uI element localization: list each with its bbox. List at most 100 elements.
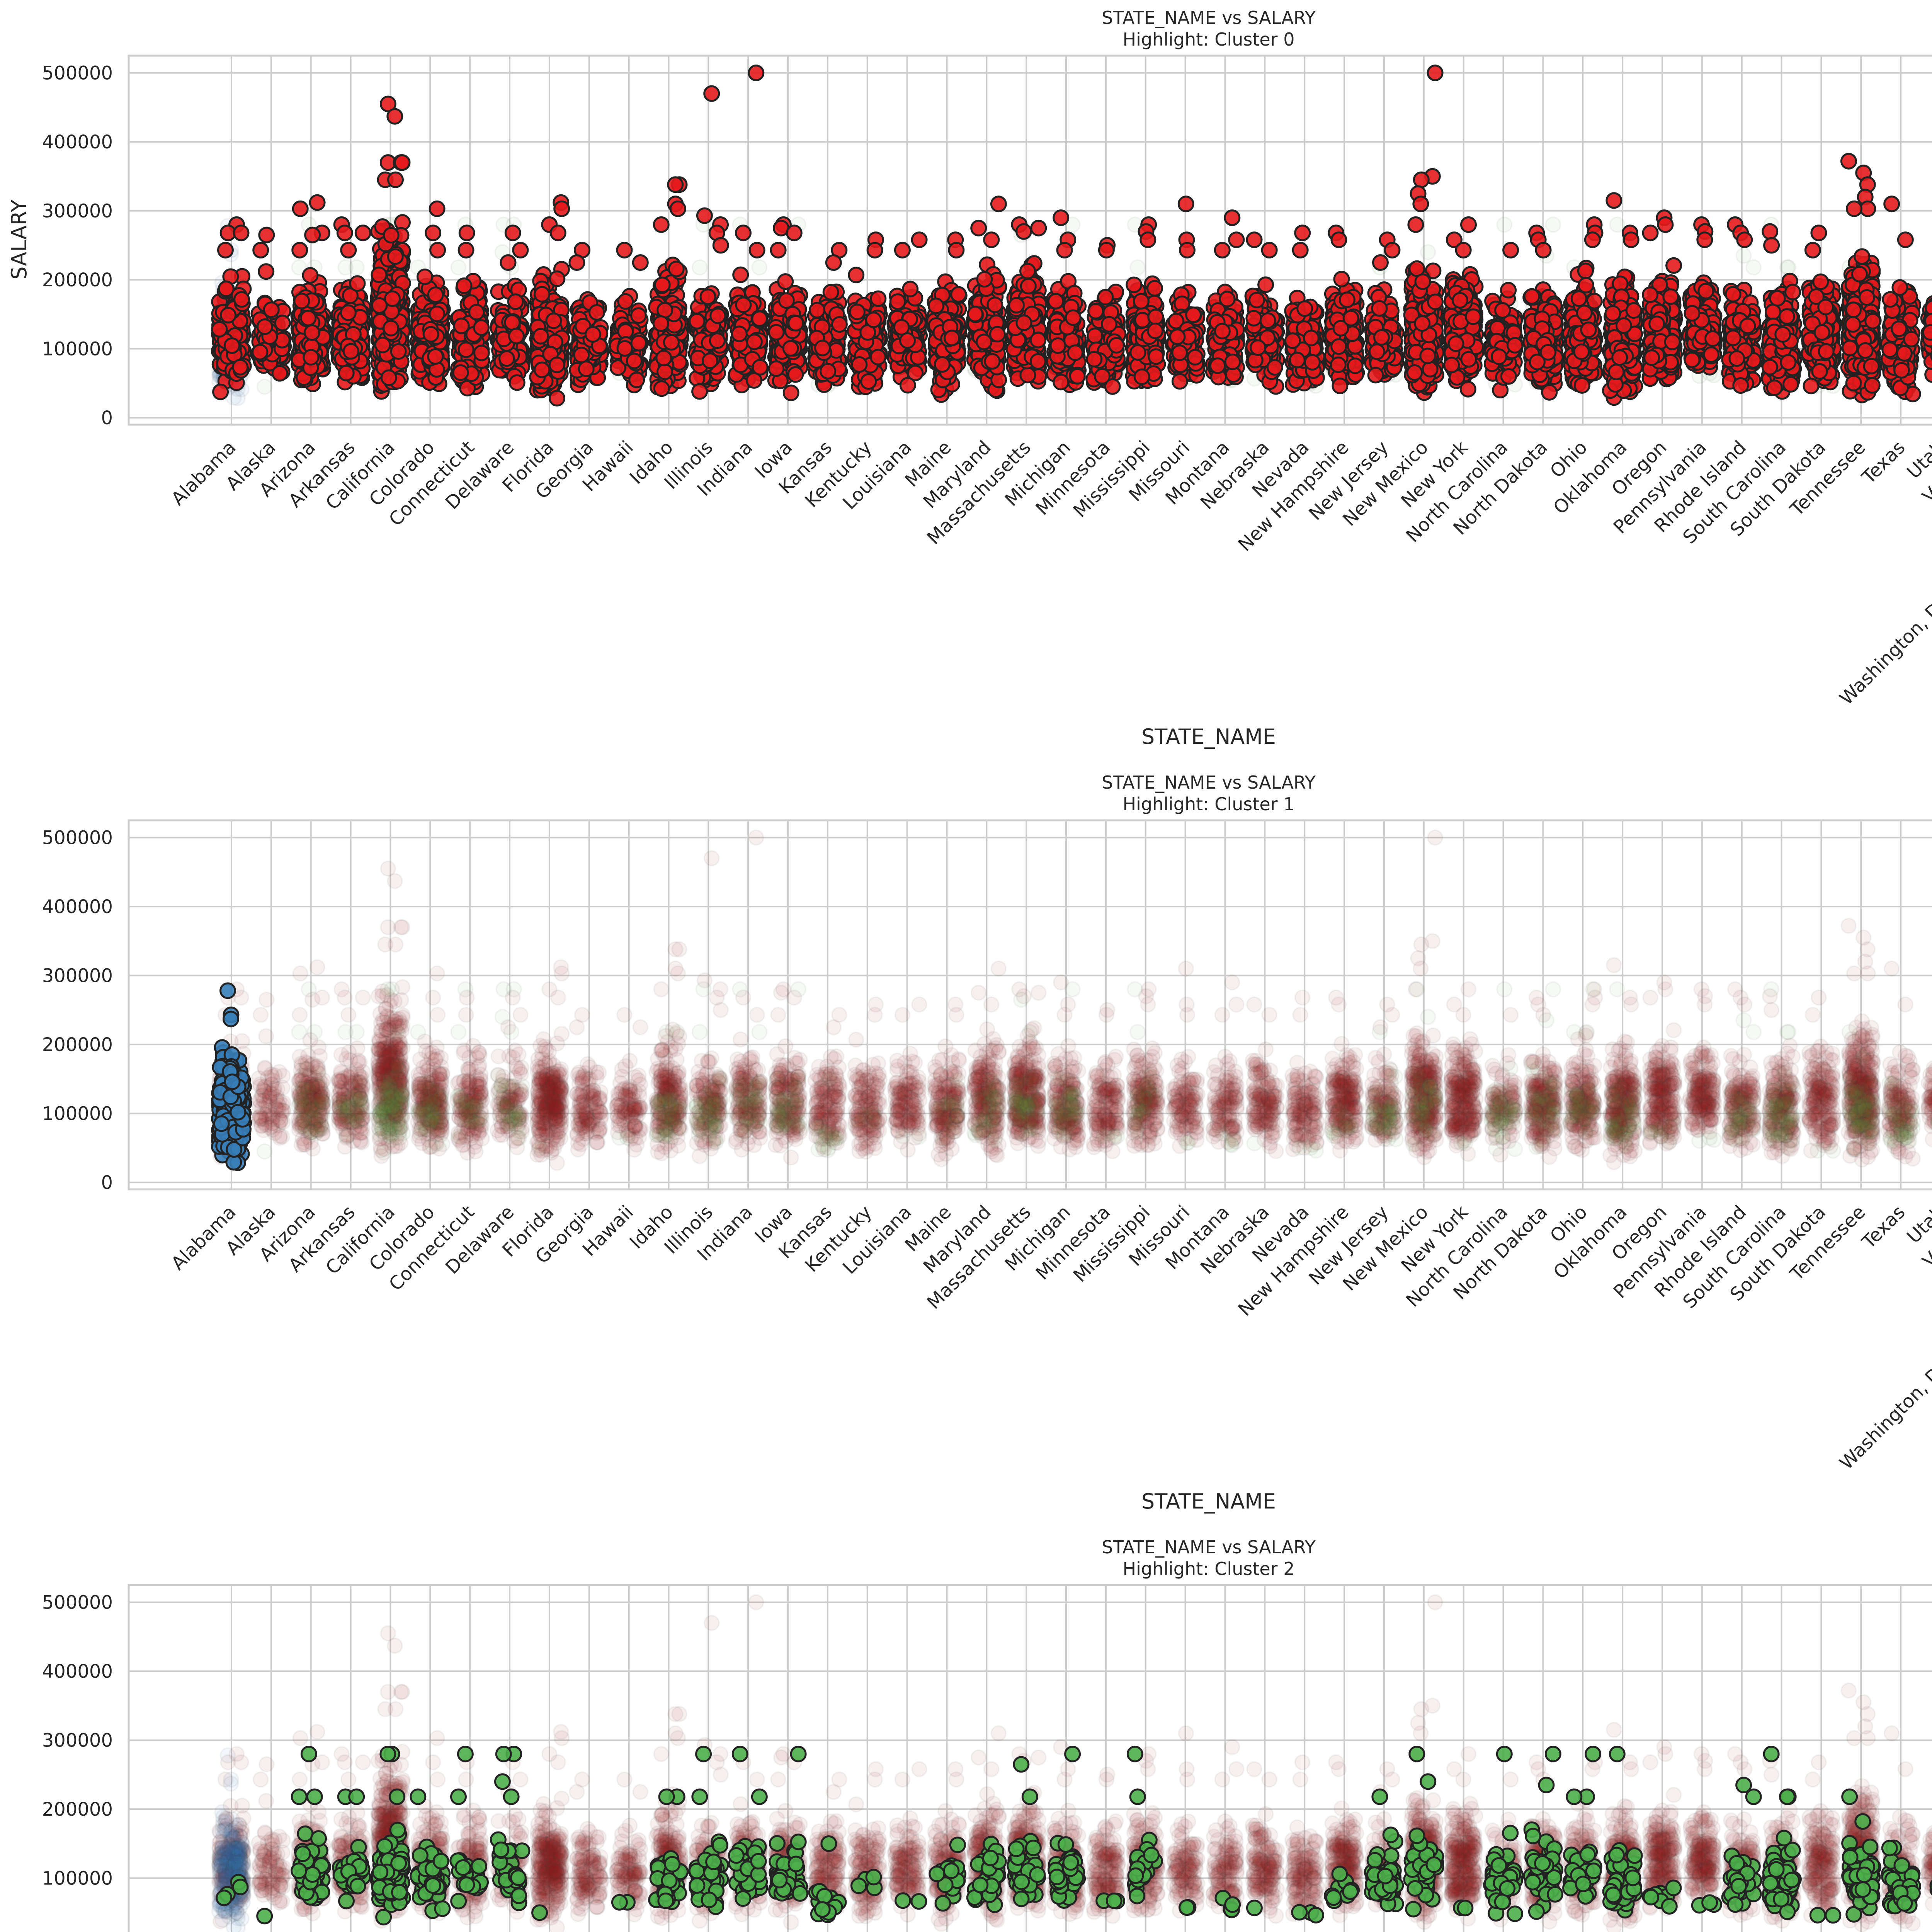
data-point-highlight [457, 278, 471, 293]
panel-cluster-0: STATE_NAME vs SALARY Highlight: Cluster … [7, 7, 1932, 749]
data-point-highlight [585, 327, 600, 342]
data-point-highlight [294, 294, 309, 308]
data-point-highlight [253, 345, 267, 359]
data-point-highlight [732, 327, 747, 341]
data-point-highlight [428, 287, 443, 302]
data-point-highlight [381, 371, 396, 385]
data-point-highlight [372, 267, 386, 282]
data-point-highlight [221, 308, 236, 323]
data-point-highlight [233, 360, 248, 374]
data-point-highlight [337, 226, 352, 240]
data-point-highlight [589, 305, 604, 320]
data-point-background [692, 260, 707, 275]
data-point-highlight [293, 243, 307, 257]
data-point-highlight [355, 226, 370, 240]
data-point-highlight [426, 226, 440, 240]
data-point-highlight [861, 374, 876, 389]
data-point-highlight [815, 341, 830, 355]
data-point-highlight [272, 366, 287, 381]
data-point-highlight [303, 268, 318, 283]
data-point-highlight [736, 298, 751, 312]
data-point-highlight [550, 271, 565, 286]
data-point-highlight [668, 177, 683, 192]
data-point-highlight [810, 303, 825, 318]
data-point-highlight [658, 364, 672, 379]
data-point-highlight [749, 66, 764, 80]
data-point-highlight [535, 287, 549, 302]
data-point-highlight [890, 294, 905, 309]
panel-title: STATE_NAME vs SALARY [1102, 7, 1316, 28]
data-point-highlight [895, 243, 910, 257]
data-point-highlight [769, 325, 784, 340]
data-point-highlight [929, 299, 943, 313]
data-point-background [752, 260, 767, 275]
data-point-highlight [253, 243, 268, 257]
data-point-highlight [509, 329, 524, 344]
data-point-highlight [546, 313, 561, 328]
data-point-highlight [469, 305, 484, 320]
data-point-highlight [903, 282, 918, 296]
data-point-highlight [305, 325, 320, 340]
data-point-background [1746, 260, 1761, 275]
data-point-highlight [417, 269, 432, 284]
data-point-highlight [259, 228, 274, 242]
data-point-highlight [821, 364, 835, 379]
data-point-highlight [341, 305, 355, 320]
data-point-highlight [570, 255, 584, 270]
data-point-highlight [655, 277, 670, 292]
data-point-highlight [293, 201, 308, 216]
data-point-highlight [711, 308, 725, 323]
data-point-background [451, 260, 466, 275]
data-point-background [1780, 260, 1794, 275]
data-point-highlight [627, 354, 641, 368]
data-point-highlight [631, 308, 646, 323]
data-point-highlight [501, 255, 515, 270]
data-point-highlight [656, 351, 671, 366]
data-point-highlight [510, 375, 524, 390]
data-point-highlight [697, 208, 712, 223]
data-point-highlight [224, 338, 239, 353]
data-point-highlight [505, 315, 520, 330]
data-point-highlight [301, 311, 316, 325]
data-point-highlight [384, 228, 398, 243]
data-point-highlight [850, 304, 865, 319]
data-point-highlight [701, 289, 715, 304]
data-point-highlight [341, 243, 356, 257]
data-point-highlight [823, 285, 838, 299]
data-point-highlight [384, 321, 398, 335]
data-point-highlight [430, 306, 444, 321]
data-point-highlight [900, 378, 915, 393]
data-point-highlight [513, 243, 528, 257]
data-point-highlight [871, 350, 885, 364]
data-point-highlight [753, 360, 767, 374]
data-point-highlight [574, 348, 589, 362]
data-point-highlight [234, 292, 249, 307]
data-point-highlight [395, 155, 410, 170]
data-point-highlight [788, 367, 803, 382]
data-point-highlight [618, 294, 633, 309]
data-point-highlight [710, 333, 724, 348]
data-point-highlight [549, 357, 564, 372]
data-point-highlight [867, 243, 882, 257]
data-point-highlight [658, 303, 672, 318]
data-point-highlight [826, 255, 841, 270]
data-point-highlight [769, 361, 784, 376]
data-point-highlight [533, 329, 548, 344]
data-point-highlight [629, 372, 644, 387]
data-point-highlight [350, 276, 365, 291]
data-point-highlight [499, 351, 514, 366]
data-point-highlight [736, 226, 750, 240]
data-point-highlight [310, 195, 325, 210]
data-point-background [349, 260, 364, 275]
data-point-highlight [690, 314, 704, 328]
data-point-highlight [385, 291, 400, 306]
data-point-highlight [789, 316, 803, 330]
data-point-highlight [633, 255, 648, 270]
data-point-highlight [747, 335, 762, 349]
data-point-highlight [388, 172, 403, 187]
data-point-highlight [653, 316, 668, 331]
data-point-highlight [852, 357, 867, 372]
data-point-highlight [259, 264, 274, 279]
data-point-background [1421, 245, 1435, 260]
